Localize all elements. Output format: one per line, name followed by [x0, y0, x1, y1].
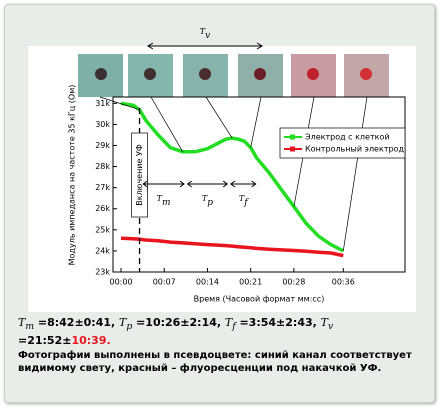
uv-label: Включение УФ: [135, 144, 144, 206]
y-tick-label: 27k: [95, 183, 110, 192]
photo: [128, 54, 173, 97]
x-tick-label: 00:28: [282, 278, 305, 287]
interval-sub: p: [207, 198, 213, 208]
legend-label: Электрод с клеткой: [305, 133, 390, 142]
legend-marker: [290, 147, 295, 152]
caption-value: =8:42±0:41,: [34, 316, 119, 329]
legend: Электрод с клеткой Контрольный электрод: [280, 128, 405, 158]
x-axis-title: Время (Часовой формат мм:сс): [194, 295, 325, 304]
caption-sub: v: [328, 321, 333, 332]
caption-sub: m: [25, 321, 34, 332]
interval-sub: m: [162, 198, 171, 208]
x-tick-label: 00:36: [332, 278, 355, 287]
x-tick-label: 00:21: [239, 278, 262, 287]
caption-value: =3:54±2:43,: [236, 316, 321, 329]
y-tick-label: 28k: [95, 162, 110, 171]
caption: Tm =8:42±0:41, Tp =10:26±2:14, Tf =3:54±…: [18, 316, 423, 375]
legend-label: Контрольный электрод: [305, 145, 404, 154]
note: Фотографии выполнены в псевдоцвете: сини…: [18, 349, 423, 375]
x-tick-label: 00:00: [109, 278, 132, 287]
y-tick-label: 24k: [95, 246, 110, 255]
caption-highlight: 10:39.: [71, 334, 110, 347]
caption-symbol: T: [321, 316, 328, 329]
caption-value: =10:26±2:14,: [132, 316, 225, 329]
photo: [344, 54, 389, 97]
y-tick-label: 25k: [95, 225, 110, 234]
photo: [238, 54, 283, 97]
x-tick-label: 00:07: [153, 278, 176, 287]
tv-label: Tv: [200, 27, 210, 41]
y-tick-label: 30k: [95, 120, 110, 129]
photo: [183, 54, 228, 97]
page: Tv 23k 24k 25k 26k 27k 28k 29k 30k 31k 00:00 00:07…: [0, 0, 439, 407]
y-axis-title: Модуль импеданса на частоте 35 кГц (Ом): [68, 85, 77, 266]
photo: [291, 54, 336, 97]
chart: Tv 23k 24k 25k 26k 27k 28k 29k 30k 31k 00:00 00:07…: [0, 0, 439, 315]
y-tick-label: 23k: [95, 268, 110, 277]
y-tick-label: 26k: [95, 204, 110, 213]
legend-marker: [290, 135, 295, 140]
x-tick-label: 00:14: [196, 278, 219, 287]
y-tick-label: 31k: [95, 99, 110, 108]
y-tick-label: 29k: [95, 141, 110, 150]
photo: [78, 54, 123, 97]
caption-value: =21:52±: [18, 334, 71, 347]
